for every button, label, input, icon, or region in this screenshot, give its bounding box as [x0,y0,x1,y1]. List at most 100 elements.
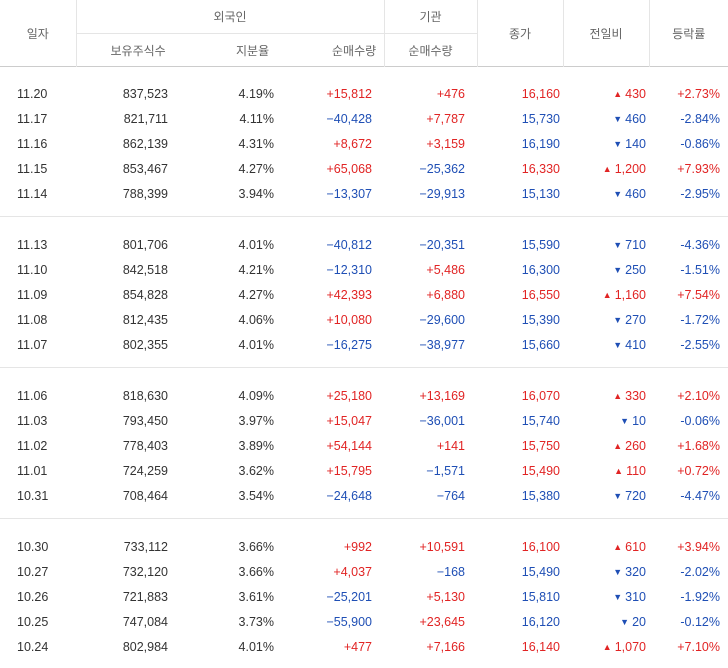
table-row: 11.03 793,450 3.97% +15,047 −36,001 15,740 ▼ 10… [0,408,728,433]
cell-foreign-net: +42,393 [326,287,372,302]
table-row: 11.07 802,355 4.01% −16,275 −38,977 15,660 ▼ 41… [0,332,728,357]
triangle-up-icon: ▲ [602,163,612,174]
table-row: 11.08 812,435 4.06% +10,080 −29,600 15,390 ▼ 27… [0,307,728,332]
cell-foreign-net: −40,812 [326,237,372,252]
cell-rate: +1.68% [677,438,720,453]
spacer-cell [0,508,728,519]
col-header-ratio: 지분율 [176,33,282,67]
change-value: 1,160 [614,287,646,302]
cell-change: ▼ 310 [563,584,649,609]
cell-ratio: 3.94% [238,186,274,201]
cell-rate: -2.55% [680,337,720,352]
cell-inst-net: +10,591 [419,539,465,554]
cell-rate: -0.06% [680,413,720,428]
cell-holdings: 802,355 [122,337,168,352]
triangle-up-icon: ▲ [613,88,623,99]
cell-foreign-net: −40,428 [326,111,372,126]
triangle-down-icon: ▼ [613,314,623,325]
cell-change: ▲ 330 [563,383,649,408]
cell-close: 15,810 [521,589,560,604]
row-spacer [0,368,728,384]
cell-ratio: 4.01% [238,639,274,654]
cell-close: 15,660 [521,337,560,352]
triangle-up-icon: ▲ [614,465,624,476]
table-row: 10.25 747,084 3.73% −55,900 +23,645 16,120 ▼ 20… [0,609,728,634]
cell-date: 11.06 [17,388,48,403]
cell-inst-net: +7,787 [426,111,465,126]
cell-ratio: 4.11% [239,111,274,126]
triangle-down-icon: ▼ [613,591,623,602]
cell-rate: -0.86% [680,136,720,151]
cell-rate: +2.73% [677,86,720,101]
cell-inst-net: +23,645 [419,614,465,629]
cell-ratio: 4.19% [238,86,274,101]
cell-date: 10.26 [17,589,49,604]
cell-inst-net: −29,600 [419,312,465,327]
cell-date: 11.09 [17,287,48,302]
row-spacer [0,206,728,217]
cell-holdings: 802,984 [122,639,168,654]
row-spacer [0,217,728,233]
row-spacer [0,67,728,82]
cell-foreign-net: +54,144 [326,438,372,453]
spacer-cell [0,217,728,233]
cell-change: ▼ 270 [563,307,649,332]
change-value: 710 [625,237,646,252]
cell-ratio: 3.89% [238,438,274,453]
cell-rate: -4.47% [680,488,720,503]
cell-foreign-net: +8,672 [333,136,372,151]
cell-rate: +7.93% [677,161,720,176]
cell-close: 16,100 [521,539,560,554]
cell-change: ▼ 10 [563,408,649,433]
cell-change: ▲ 260 [563,433,649,458]
cell-holdings: 853,467 [122,161,168,176]
cell-date: 11.02 [17,438,48,453]
cell-date: 10.31 [17,488,49,503]
cell-date: 11.17 [17,111,48,126]
cell-change: ▲ 1,160 [563,282,649,307]
cell-foreign-net: +15,047 [326,413,372,428]
col-header-change: 전일비 [562,0,649,67]
cell-close: 15,130 [521,186,560,201]
cell-change: ▼ 410 [563,332,649,357]
change-value: 1,070 [614,639,646,654]
change-value: 320 [625,564,646,579]
cell-ratio: 4.01% [238,337,274,352]
cell-close: 15,490 [521,564,560,579]
cell-inst-net: −20,351 [419,237,465,252]
cell-ratio: 3.66% [238,539,274,554]
triangle-up-icon: ▲ [613,440,623,451]
table-header: 일자 외국인 기관 종가 전일비 등락률 보유주식수 지분율 순매수량 순매수량 [0,0,728,67]
cell-close: 15,380 [521,488,560,503]
table-row: 10.26 721,883 3.61% −25,201 +5,130 15,810 ▼ 310… [0,584,728,609]
cell-date: 10.25 [17,614,49,629]
cell-ratio: 4.09% [238,388,274,403]
triangle-down-icon: ▼ [613,239,623,250]
cell-holdings: 793,450 [122,413,168,428]
cell-foreign-net: −55,900 [326,614,372,629]
table-row: 10.30 733,112 3.66% +992 +10,591 16,100 ▲ 610 +3… [0,534,728,559]
change-value: 410 [625,337,646,352]
spacer-cell [0,67,728,82]
triangle-up-icon: ▲ [602,289,612,300]
cell-change: ▲ 610 [563,534,649,559]
table-row: 10.27 732,120 3.66% +4,037 −168 15,490 ▼ 320 -2.… [0,559,728,584]
spacer-cell [0,357,728,368]
cell-rate: -0.12% [680,614,720,629]
cell-ratio: 3.97% [238,413,274,428]
cell-rate: +2.10% [677,388,720,403]
change-value: 110 [626,463,646,478]
cell-holdings: 747,084 [122,614,168,629]
cell-holdings: 724,259 [122,463,168,478]
cell-holdings: 842,518 [122,262,168,277]
cell-date: 11.16 [17,136,48,151]
cell-change: ▲ 430 [563,81,649,106]
table-row: 11.02 778,403 3.89% +54,144 +141 15,750 ▲ 260 +1… [0,433,728,458]
change-value: 20 [632,614,646,629]
cell-inst-net: −25,362 [419,161,465,176]
table-row: 11.10 842,518 4.21% −12,310 +5,486 16,300 ▼ 250… [0,257,728,282]
change-value: 460 [625,111,646,126]
col-group-foreign: 외국인 [75,0,384,34]
cell-close: 15,590 [521,237,560,252]
